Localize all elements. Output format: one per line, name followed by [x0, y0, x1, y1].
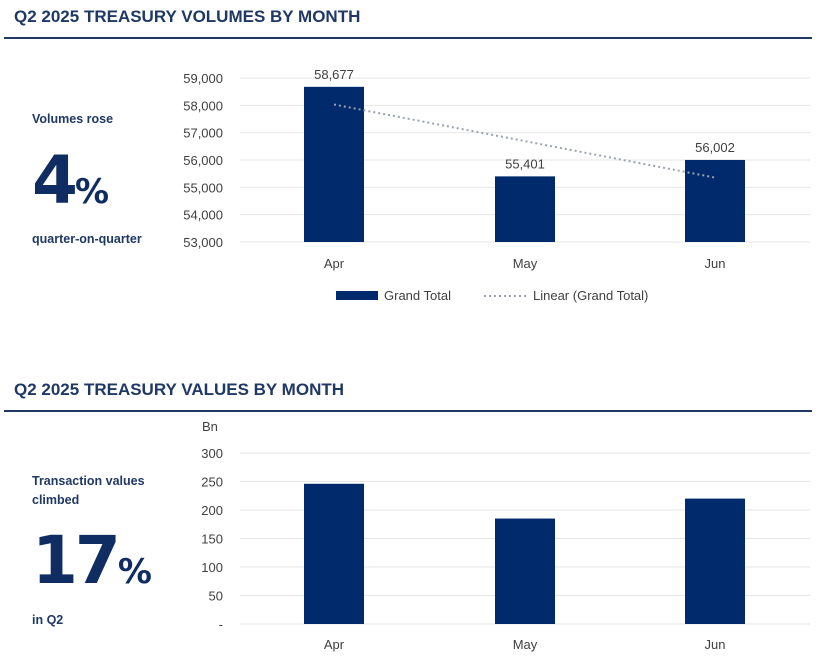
kpi-sub: quarter-on-quarter [32, 232, 142, 246]
y-tick-label: 59,000 [183, 71, 223, 86]
x-tick-label: Jun [705, 256, 726, 271]
legend-label: Linear (Grand Total) [533, 288, 648, 303]
y-tick-label: 100 [201, 560, 223, 575]
y-tick-label: - [219, 617, 223, 632]
bar [685, 498, 745, 624]
kpi-value: 17% [32, 522, 152, 599]
x-tick-label: Jun [705, 637, 726, 652]
data-label: 56,002 [695, 140, 735, 155]
y-tick-label: 53,000 [183, 235, 223, 250]
data-label: 55,401 [505, 156, 545, 171]
y-tick-label: 50 [209, 589, 223, 604]
y-tick-label: 200 [201, 503, 223, 518]
divider [4, 37, 812, 39]
y-tick-label: 300 [201, 446, 223, 461]
bar [685, 159, 745, 242]
data-label: 58,677 [314, 67, 354, 82]
bar [304, 86, 364, 242]
x-tick-label: Apr [324, 256, 345, 271]
kpi-sub: in Q2 [32, 613, 64, 627]
y-tick-label: 55,000 [183, 180, 223, 195]
y-tick-label: 54,000 [183, 208, 223, 223]
x-tick-label: Apr [324, 637, 345, 652]
x-tick-label: May [513, 637, 538, 652]
y-tick-label: 250 [201, 475, 223, 490]
divider [4, 410, 812, 412]
kpi-label: Volumes rose [32, 112, 114, 126]
bar [495, 176, 555, 242]
y-tick-label: 56,000 [183, 153, 223, 168]
x-tick-label: May [513, 256, 538, 271]
bar [495, 518, 555, 624]
legend-label: Grand Total [384, 288, 451, 303]
y-tick-label: 58,000 [183, 98, 223, 113]
volumes-title: Q2 2025 TREASURY VOLUMES BY MONTH [14, 7, 361, 26]
bar [304, 483, 364, 624]
legend-swatch-grand-total [336, 291, 378, 300]
y-axis-unit: Bn [202, 419, 218, 434]
kpi-value: 4% [32, 142, 110, 219]
values-title: Q2 2025 TREASURY VALUES BY MONTH [14, 380, 345, 399]
y-tick-label: 57,000 [183, 126, 223, 141]
kpi-label: Transaction values climbed [32, 474, 145, 507]
y-tick-label: 150 [201, 532, 223, 547]
